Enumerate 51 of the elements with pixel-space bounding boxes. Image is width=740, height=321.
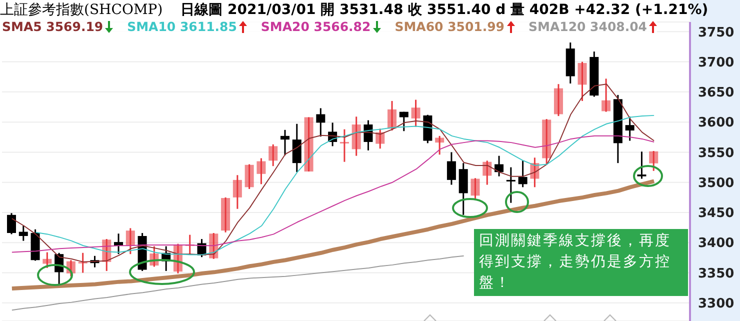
- candlestick: [126, 227, 135, 255]
- y-tick-label: 3300: [698, 296, 734, 312]
- text: SMA10 3611.85: [127, 19, 238, 34]
- chart-title: 上証參考指數(SHCOMP): [0, 1, 163, 19]
- y-tick-label: 3550: [698, 146, 734, 161]
- candlestick: [518, 160, 528, 188]
- candlestick: [578, 61, 587, 102]
- candlestick: [482, 160, 492, 186]
- candlestick: [244, 164, 254, 190]
- text: SMA120 3408.04: [528, 19, 648, 34]
- text: SMA20 3566.82: [260, 19, 372, 34]
- candlestick: [625, 116, 634, 142]
- candlestick: [7, 212, 16, 235]
- candlestick: [304, 116, 314, 172]
- candlestick: [256, 157, 266, 185]
- y-tick-label: 3500: [698, 176, 734, 191]
- candlestick: [649, 150, 658, 172]
- candlestick: [506, 166, 516, 204]
- candlestick: [446, 151, 456, 186]
- y-tick-label: 3600: [698, 116, 734, 131]
- candlestick: [18, 225, 28, 242]
- y-tick-label: 3650: [698, 86, 734, 101]
- line-series: [11, 255, 464, 311]
- candlestick: [542, 118, 552, 166]
- y-tick-label: 3750: [698, 25, 734, 40]
- text: SMA60 3501.99: [394, 19, 506, 34]
- text: SMA5 3569.19: [2, 19, 104, 34]
- y-tick-label: 3350: [698, 266, 734, 282]
- candlestick: [411, 99, 420, 128]
- y-tick-label: 3400: [698, 236, 734, 252]
- candlestick: [637, 150, 646, 180]
- candlestick: [470, 177, 480, 201]
- candlestick: [221, 196, 230, 234]
- candlestick: [232, 174, 242, 210]
- candlestick: [376, 128, 385, 150]
- candlestick: [340, 128, 349, 163]
- candlestick: [280, 129, 290, 156]
- annotation: 回測關鍵季線支撐後，再度得到支撐，走勢仍是多方控盤！: [474, 229, 688, 296]
- candlestick: [316, 107, 326, 138]
- candlestick: [399, 111, 408, 132]
- candlestick: [268, 144, 278, 167]
- candlestick: [435, 135, 444, 156]
- chart-subtitle: 日線圖 2021/03/01 開 3531.48 收 3551.40 d 量 402B +42.32 (+1.21%): [180, 1, 708, 19]
- candlestick: [554, 83, 563, 117]
- y-tick-label: 3450: [698, 206, 734, 222]
- candlestick: [292, 123, 302, 173]
- candlestick: [352, 116, 361, 157]
- candlestick: [388, 100, 397, 132]
- candlestick: [42, 252, 52, 269]
- y-tick-label: 3700: [698, 55, 734, 70]
- candlestick: [602, 78, 611, 113]
